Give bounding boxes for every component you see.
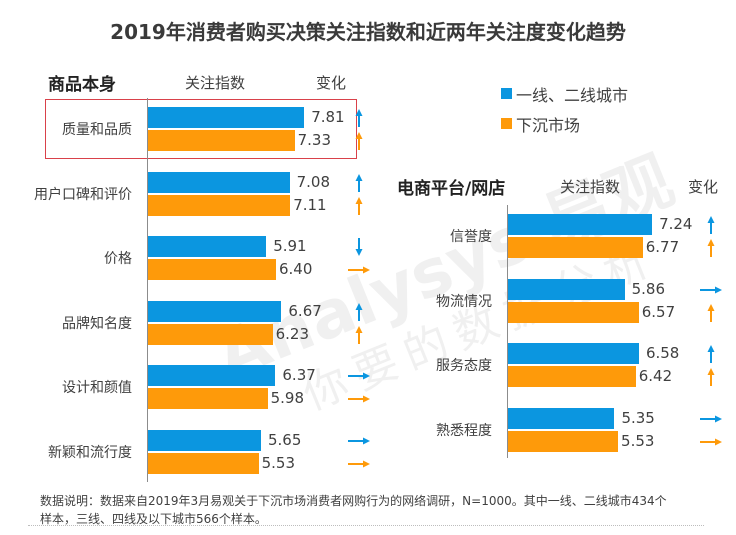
left-bar-first-second-tier: [148, 107, 305, 128]
left-value-label: 5.65: [268, 430, 302, 449]
left-category-label: 品牌知名度: [62, 315, 132, 332]
right-value-label: 5.53: [621, 431, 655, 450]
left-change-up-icon: [347, 325, 371, 349]
right-bar-first-second-tier: [508, 343, 639, 364]
right-bar-lower-tier: [508, 301, 639, 323]
left-section-title: 商品本身: [48, 75, 116, 95]
left-category-label: 价格: [104, 251, 132, 267]
right-bar-lower-tier: [508, 430, 619, 452]
left-change-up-icon: [347, 108, 371, 132]
data-note-line1: 数据说明：数据来自2019年3月易观关于下沉市场消费者网购行为的网络调研，N=1…: [40, 494, 667, 508]
legend-label-first-second-tier: 一线、二线城市: [516, 86, 629, 105]
right-category-label: 物流情况: [436, 293, 492, 310]
right-value-label: 6.58: [645, 344, 680, 362]
legend-label-lower-tier: 下沉市场: [516, 116, 581, 135]
left-category-label: 新颖和流行度: [48, 444, 132, 461]
left-value-label: 6.40: [279, 260, 313, 278]
left-value-label: 7.33: [297, 131, 331, 149]
right-change-up-icon: [699, 344, 723, 368]
left-change-header: 变化: [316, 74, 347, 92]
data-note-line2: 样本，三线、四线及以下城市566个样本。: [40, 512, 267, 526]
left-bar-first-second-tier: [148, 300, 282, 322]
left-value-label: 6.67: [288, 301, 322, 320]
left-bar-lower-tier: [148, 130, 295, 151]
right-value-label: 5.86: [631, 279, 666, 298]
right-change-up-icon: [699, 303, 723, 327]
left-change-up-icon: [347, 173, 371, 197]
right-category-label: 服务态度: [436, 358, 492, 374]
right-value-label: 6.57: [641, 302, 676, 321]
chart-title: 2019年消费者购买决策关注指数和近两年关注度变化趋势: [110, 20, 626, 44]
right-axis-line: [507, 205, 508, 458]
left-change-flat-icon: [347, 389, 371, 413]
left-value-label: 7.11: [293, 195, 327, 214]
right-bar-lower-tier: [508, 366, 636, 387]
left-bar-lower-tier: [148, 323, 273, 345]
left-bar-lower-tier: [148, 452, 259, 474]
left-change-flat-icon: [347, 260, 371, 284]
right-value-label: 6.42: [638, 367, 673, 385]
left-value-label: 5.53: [261, 453, 295, 472]
left-value-label: 7.08: [296, 172, 330, 191]
right-bar-lower-tier: [508, 237, 643, 258]
left-change-flat-icon: [347, 366, 371, 390]
right-category-label: 信誉度: [450, 229, 492, 245]
left-bar-lower-tier: [148, 259, 276, 280]
left-bar-lower-tier: [148, 388, 268, 409]
right-value-label: 5.35: [621, 408, 655, 427]
right-change-flat-icon: [699, 280, 723, 304]
right-value-label: 7.24: [659, 215, 693, 233]
right-section-title: 电商平台/网店: [397, 179, 506, 199]
left-axis-line: [147, 98, 148, 482]
left-bar-first-second-tier: [148, 429, 261, 451]
left-value-label: 5.98: [270, 389, 304, 407]
left-category-label: 质量和品质: [62, 122, 132, 138]
left-value-label: 7.81: [311, 108, 345, 126]
right-bar-first-second-tier: [508, 214, 653, 235]
left-change-flat-icon: [347, 454, 371, 478]
left-bar-first-second-tier: [148, 171, 290, 193]
left-category-label: 设计和颜值: [62, 380, 132, 396]
left-value-header: 关注指数: [185, 74, 246, 92]
left-change-up-icon: [347, 196, 371, 220]
right-change-up-icon: [699, 215, 723, 239]
right-category-label: 熟悉程度: [436, 422, 492, 439]
footer-divider: [28, 525, 704, 526]
right-change-up-icon: [699, 238, 723, 262]
left-change-up-icon: [347, 302, 371, 326]
right-bar-first-second-tier: [508, 407, 615, 429]
right-change-up-icon: [699, 367, 723, 391]
right-value-label: 6.77: [645, 238, 680, 256]
highlight-box: [45, 99, 357, 159]
legend-swatch-first-second-tier: [501, 88, 512, 99]
right-bar-first-second-tier: [508, 278, 625, 300]
left-value-label: 6.23: [275, 324, 309, 343]
right-value-header: 关注指数: [560, 178, 621, 196]
left-change-up-icon: [347, 131, 371, 155]
left-value-label: 6.37: [282, 366, 316, 384]
left-bar-first-second-tier: [148, 236, 267, 257]
left-bar-first-second-tier: [148, 365, 276, 386]
left-change-down-icon: [347, 237, 371, 261]
legend-swatch-lower-tier: [501, 118, 512, 129]
left-value-label: 5.91: [273, 237, 307, 255]
right-change-flat-icon: [699, 409, 723, 433]
left-bar-lower-tier: [148, 194, 291, 216]
left-change-flat-icon: [347, 431, 371, 455]
right-change-flat-icon: [699, 432, 723, 456]
right-change-header: 变化: [688, 178, 719, 196]
left-category-label: 用户口碑和评价: [34, 186, 132, 203]
